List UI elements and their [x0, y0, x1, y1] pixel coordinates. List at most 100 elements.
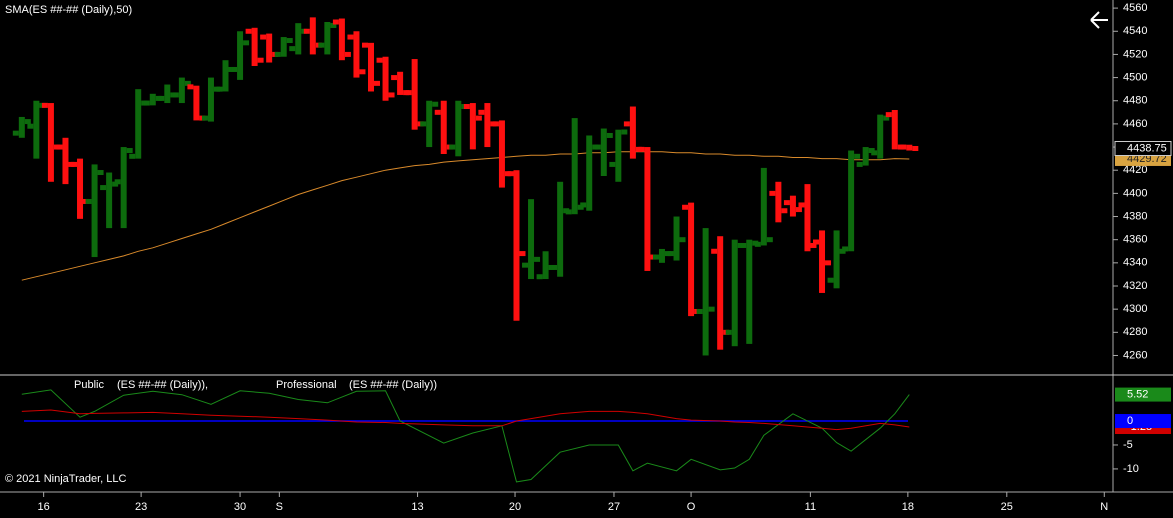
bar-open	[187, 84, 194, 90]
bar-close	[286, 38, 293, 44]
bar-range	[426, 100, 433, 148]
bar-open	[289, 46, 296, 52]
bar-range	[848, 150, 855, 252]
bar-range	[309, 17, 316, 55]
x-tick-label: 13	[411, 501, 423, 513]
y-tick-label: 4460	[1123, 118, 1147, 130]
bar-open	[172, 92, 179, 98]
bar-range	[47, 103, 54, 182]
bar-range	[760, 167, 767, 246]
bar-open	[682, 204, 689, 210]
bar-close	[97, 170, 104, 176]
bar-open	[463, 104, 470, 110]
bar-open	[856, 161, 863, 167]
bar-range	[382, 56, 389, 101]
bar-close	[679, 237, 686, 243]
bar-open	[594, 144, 601, 150]
bar-range	[33, 100, 40, 159]
bar-open	[871, 150, 878, 156]
x-tick-label: 25	[1001, 501, 1013, 513]
bar-range	[906, 144, 913, 151]
bar-open	[652, 254, 659, 260]
bar-range	[819, 230, 826, 293]
bar-range	[644, 147, 651, 271]
bar-open	[231, 66, 238, 72]
bar-range	[193, 85, 200, 121]
bar-range	[673, 216, 680, 261]
bar-range	[717, 236, 724, 350]
bar-range	[251, 27, 258, 66]
bar-open	[536, 274, 543, 280]
bar-range	[164, 84, 171, 104]
bar-open	[638, 146, 645, 152]
legend-professional: Professional	[276, 379, 337, 391]
bar-open	[201, 115, 208, 121]
y-tick-label: 4520	[1123, 48, 1147, 60]
y-tick-label: 4560	[1123, 2, 1147, 14]
bar-range	[207, 77, 214, 122]
bar-range	[498, 120, 505, 188]
y-tick-label: 4380	[1123, 210, 1147, 222]
x-tick-label: 18	[902, 501, 914, 513]
bar-open	[12, 130, 19, 136]
bar-open	[376, 57, 383, 63]
bar-range	[62, 137, 69, 185]
bar-open	[332, 19, 339, 25]
bar-close	[374, 80, 380, 86]
bar-open	[885, 112, 892, 118]
indicator-label: SMA(ES ##-## (Daily),50)	[5, 4, 132, 16]
bar-range	[266, 33, 273, 63]
bar-close	[766, 237, 773, 243]
price-value-label: 4438.75	[1127, 142, 1167, 154]
zero-box	[1115, 414, 1171, 429]
bar-close	[883, 115, 890, 121]
y-tick-label: 4480	[1123, 95, 1147, 107]
legend-public-source: (ES ##-## (Daily)),	[117, 379, 208, 391]
bar-open	[623, 121, 630, 127]
bar-open	[27, 123, 34, 129]
bar-open	[114, 179, 121, 185]
bar-close	[184, 80, 191, 86]
bar-open	[41, 102, 48, 108]
bar-range	[484, 103, 491, 148]
bar-range	[600, 128, 607, 176]
bar-range	[77, 158, 84, 219]
bar-range	[455, 100, 462, 157]
bar-open	[754, 241, 761, 247]
bar-range	[775, 181, 782, 223]
bar-range	[135, 89, 142, 159]
bar-range	[891, 110, 898, 150]
copyright: © 2021 NinjaTrader, LLC	[5, 473, 126, 485]
bar-close	[606, 132, 613, 138]
bar-range	[833, 230, 840, 289]
bar-range	[18, 116, 25, 138]
y-tick-label: 4360	[1123, 234, 1147, 246]
bar-close	[534, 256, 541, 262]
bar-range	[513, 170, 520, 321]
bar-open	[813, 239, 820, 245]
x-tick-label: 11	[805, 501, 816, 513]
bar-open	[798, 202, 805, 208]
bar-open	[492, 121, 499, 127]
indicator-line	[21, 389, 910, 483]
bar-open	[158, 95, 165, 101]
bar-range	[789, 195, 796, 217]
bar-range	[368, 42, 374, 92]
bar-range	[658, 248, 665, 263]
bar-close	[912, 146, 919, 151]
bar-range	[688, 202, 695, 317]
bar-range	[557, 181, 564, 277]
legend-public: Public	[74, 379, 104, 391]
bar-close	[475, 115, 482, 121]
bar-open	[347, 34, 354, 40]
bar-open	[783, 200, 790, 206]
y-tick-label: 4260	[1123, 349, 1147, 361]
bar-close	[854, 153, 861, 159]
bar-open	[696, 308, 703, 314]
back-arrow[interactable]	[1090, 11, 1108, 29]
bar-open	[260, 34, 267, 40]
bar-open	[71, 161, 78, 167]
bar-open	[420, 121, 427, 127]
bar-close	[330, 22, 337, 28]
